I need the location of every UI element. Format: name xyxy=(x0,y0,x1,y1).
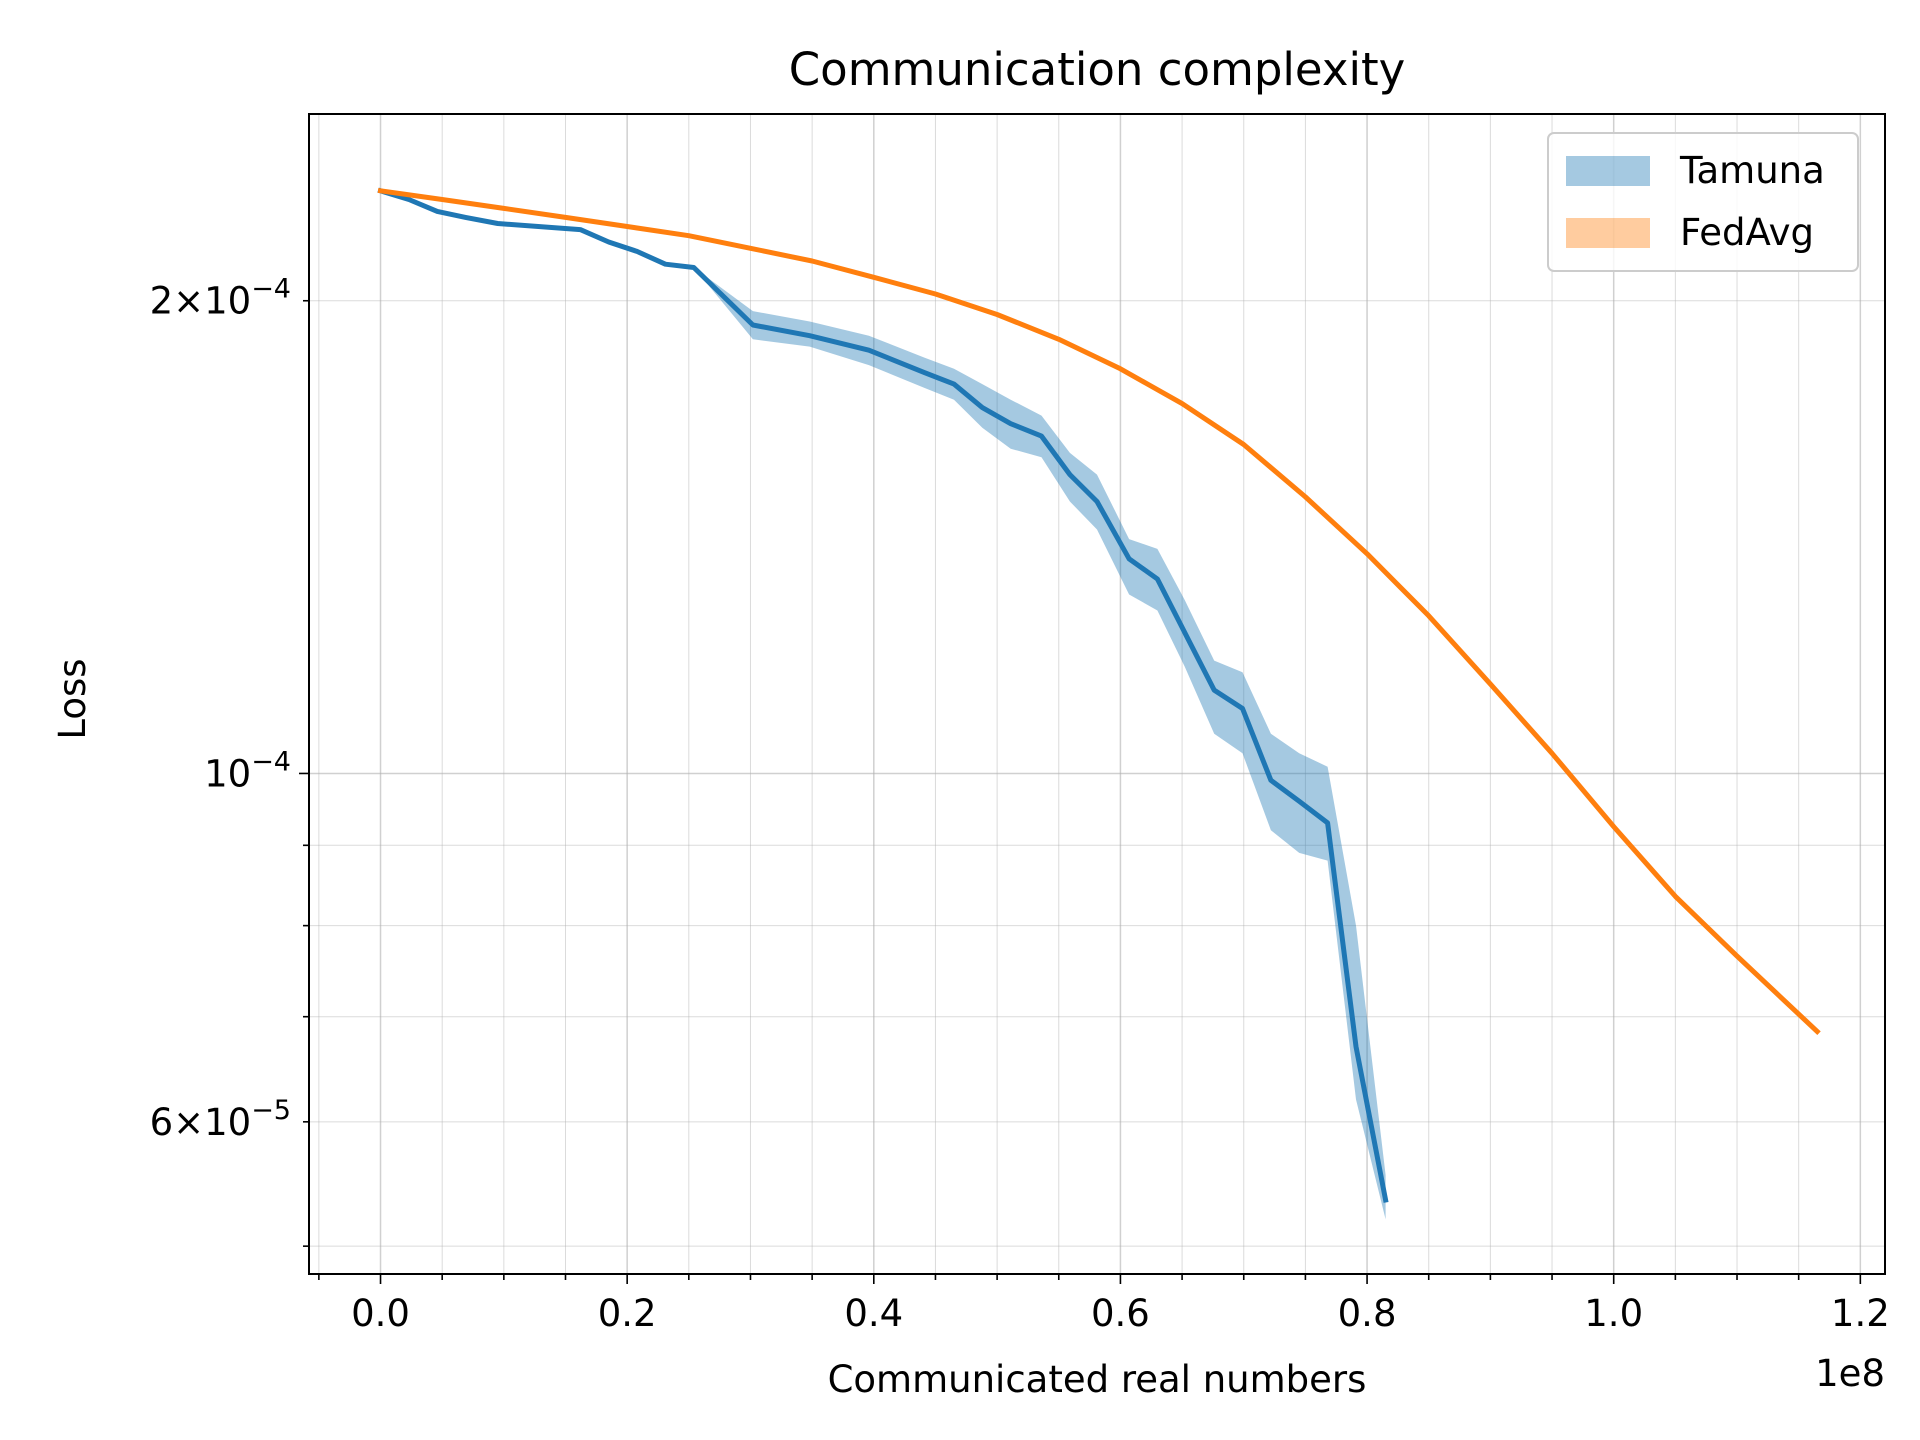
y-tick-label: 6×10−5 xyxy=(150,1095,291,1144)
x-tick-label: 0.8 xyxy=(1338,1292,1397,1335)
legend-swatch-fedavg xyxy=(1566,218,1650,248)
x-tick-label: 0.4 xyxy=(844,1292,903,1335)
x-tick-label: 0.0 xyxy=(351,1292,410,1335)
legend-label-fedavg: FedAvg xyxy=(1680,211,1814,254)
chart-title: Communication complexity xyxy=(789,43,1405,96)
y-axis-ticks: 2×10−4 10−4 6×10−5 xyxy=(150,274,309,1247)
grid xyxy=(309,114,1885,1274)
legend-label-tamuna: Tamuna xyxy=(1679,149,1825,192)
legend: Tamuna FedAvg xyxy=(1547,132,1859,272)
x-tick-label: 0.6 xyxy=(1091,1292,1150,1335)
y-tick-label: 2×10−4 xyxy=(150,274,291,323)
plot-frame xyxy=(308,113,1886,1275)
x-axis-label: Communicated real numbers xyxy=(828,1358,1367,1401)
x-axis-offset-label: 1e8 xyxy=(1815,1352,1885,1395)
x-tick-label: 1.2 xyxy=(1831,1292,1890,1335)
y-tick-label: 10−4 xyxy=(204,746,291,795)
series-line-tamuna xyxy=(377,187,1389,1203)
x-tick-label: 1.0 xyxy=(1584,1292,1643,1335)
series-line-fedavg xyxy=(377,187,1821,1036)
legend-box xyxy=(1547,132,1859,272)
x-tick-label: 0.2 xyxy=(598,1292,657,1335)
x-axis-ticks: 0.0 0.2 0.4 0.6 0.8 1.0 1.2 xyxy=(318,1274,1890,1335)
series-lines xyxy=(377,187,1821,1203)
legend-swatch-tamuna xyxy=(1566,156,1650,186)
y-axis-label: Loss xyxy=(51,658,94,739)
